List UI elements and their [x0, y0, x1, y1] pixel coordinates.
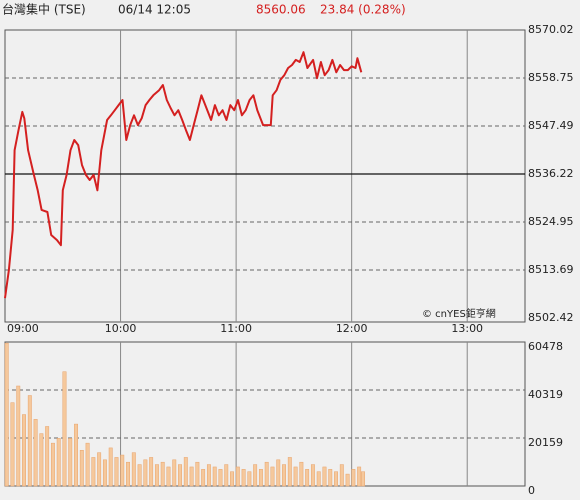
- volume-bar: [230, 471, 234, 487]
- volume-bar: [160, 461, 165, 487]
- volume-bar: [357, 466, 362, 487]
- volume-bar: [62, 371, 67, 487]
- y-tick-label: 40319: [528, 388, 563, 401]
- y-tick-label: 0: [528, 484, 535, 497]
- volume-bar: [287, 457, 292, 487]
- volume-bar: [334, 471, 338, 487]
- volume-bar: [316, 471, 321, 487]
- volume-bar: [149, 457, 154, 487]
- volume-bar: [270, 466, 275, 487]
- volume-bar: [351, 469, 356, 487]
- volume-bar: [328, 469, 333, 487]
- price-line: [4, 51, 363, 299]
- volume-bar: [50, 442, 55, 487]
- volume-bar: [22, 414, 26, 487]
- volume-bar: [258, 469, 263, 487]
- index-name: 台灣集中 (TSE): [2, 2, 86, 17]
- volume-bar: [4, 342, 9, 487]
- x-tick-label: 09:00: [7, 322, 39, 335]
- volume-bar: [183, 457, 188, 487]
- volume-bar: [178, 464, 182, 487]
- volume-bar: [120, 454, 125, 487]
- volume-bar: [16, 385, 21, 487]
- volume-bar: [108, 447, 113, 487]
- volume-bar: [39, 433, 44, 487]
- volume-bar: [27, 395, 32, 487]
- volume-bar: [201, 469, 206, 487]
- volume-bar: [131, 452, 136, 487]
- y-tick-label: 8513.69: [528, 263, 574, 276]
- volume-bar: [195, 461, 200, 487]
- y-tick-label: 60478: [528, 340, 563, 353]
- volume-bar: [218, 469, 223, 487]
- volume-bar: [310, 464, 315, 487]
- volume-bar: [247, 471, 252, 487]
- volume-bar: [143, 459, 148, 487]
- x-tick-label: 12:00: [336, 322, 368, 335]
- volume-bar: [74, 423, 78, 487]
- x-tick-label: 11:00: [220, 322, 252, 335]
- x-tick-label: 13:00: [451, 322, 483, 335]
- volume-bar: [212, 466, 217, 487]
- volume-bar: [126, 461, 130, 487]
- y-tick-label: 20159: [528, 436, 563, 449]
- volume-bar: [172, 459, 177, 487]
- y-tick-label: 8524.95: [528, 215, 574, 228]
- y-tick-label: 8558.75: [528, 71, 574, 84]
- volume-bar: [345, 473, 350, 487]
- volume-bar: [68, 438, 73, 487]
- volume-bar: [305, 469, 310, 487]
- volume-bar: [282, 464, 286, 487]
- volume-bar: [299, 461, 304, 487]
- volume-bar: [102, 459, 107, 487]
- volume-bar: [235, 466, 240, 487]
- volume-bar: [241, 469, 246, 487]
- volume-bar: [97, 452, 102, 487]
- y-tick-label: 8570.02: [528, 23, 574, 36]
- watermark: © cnYES鉅亨網: [422, 307, 496, 320]
- volume-bar: [137, 464, 142, 487]
- y-tick-label: 8502.42: [528, 311, 574, 324]
- volume-bar: [361, 471, 365, 487]
- volume-bar: [264, 461, 269, 487]
- volume-bar: [276, 459, 281, 487]
- volume-bar: [224, 464, 229, 487]
- volume-bar: [33, 419, 38, 487]
- timestamp: 06/14 12:05: [118, 3, 191, 17]
- change: 23.84 (0.28%): [320, 3, 406, 17]
- volume-bar: [79, 450, 84, 487]
- volume-bar: [189, 466, 194, 487]
- price-panel: [4, 29, 526, 323]
- y-tick-label: 8536.22: [528, 167, 574, 180]
- price: 8560.06: [256, 3, 306, 17]
- volume-bar: [253, 464, 258, 487]
- volume-bar: [56, 438, 61, 487]
- y-tick-label: 8547.49: [528, 119, 574, 132]
- volume-bar: [206, 464, 211, 487]
- volume-bar: [322, 466, 327, 487]
- x-tick-label: 10:00: [105, 322, 137, 335]
- volume-bar: [85, 442, 90, 487]
- volume-bar: [91, 457, 96, 487]
- volume-bar: [339, 464, 344, 487]
- volume-bar: [166, 466, 171, 487]
- volume-bar: [10, 402, 15, 487]
- volume-bar: [293, 466, 298, 487]
- volume-bar: [154, 464, 159, 487]
- volume-bar: [114, 457, 119, 487]
- volume-bar: [45, 426, 50, 487]
